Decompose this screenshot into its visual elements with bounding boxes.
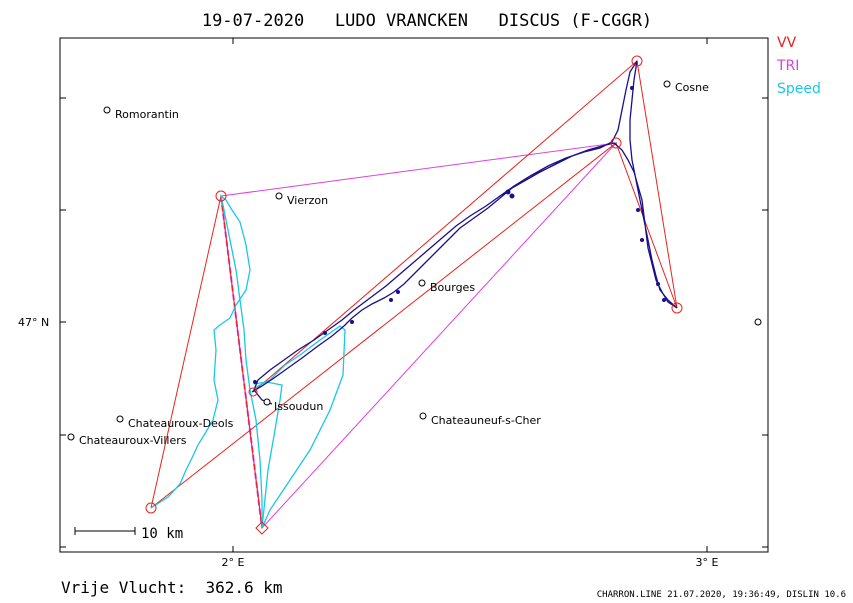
track-fixes [253, 86, 666, 384]
town-chateauneuf: Chateauneuf-s-Cher [431, 414, 541, 427]
vv-legs-east [150, 60, 678, 509]
lon-label-3e: 3° E [696, 556, 719, 569]
flight-track [251, 60, 678, 405]
legend-tri: TRI [776, 58, 799, 74]
legend-vv: VV [777, 35, 797, 51]
legend-speed: Speed [777, 81, 821, 97]
axis-ticks [60, 38, 768, 552]
map-frame [59, 37, 769, 553]
town-markers [67, 80, 762, 441]
town-marker-chateauroux-deols [116, 415, 124, 423]
town-chateauroux-villers: Chateauroux-Villers [79, 434, 187, 447]
town-marker-cosne [663, 80, 671, 88]
town-romorantin: Romorantin [115, 108, 179, 121]
turnpoint-markers [145, 55, 683, 535]
speed-track [150, 194, 346, 529]
town-marker-romorantin [103, 106, 111, 114]
map-title: 19-07-2020 LUDO VRANCKEN DISCUS (F-CGGR) [202, 11, 652, 31]
town-marker-chateauroux-villers [67, 433, 75, 441]
scale-bar-label: 10 km [141, 526, 183, 542]
town-vierzon: Vierzon [287, 194, 328, 207]
vv-leg-west [150, 195, 263, 529]
town-marker-chateauneuf [419, 412, 427, 420]
tri-task-lines [220, 142, 618, 530]
scale-bar [74, 527, 136, 535]
credit-line: CHARRON.LINE 21.07.2020, 19:36:49, DISLI… [597, 590, 846, 600]
town-issoudun: Issoudun [274, 400, 323, 413]
speed-track-loop [253, 381, 283, 529]
lon-label-2e: 2° E [222, 556, 245, 569]
town-marker-issoudun [263, 398, 271, 406]
town-cosne: Cosne [675, 81, 709, 94]
free-flight-distance: Vrije Vlucht: 362.6 km [61, 578, 283, 597]
town-bourges: Bourges [430, 281, 475, 294]
town-marker-vierzon [275, 192, 283, 200]
town-chateauroux-deols: Chateauroux-Deols [128, 417, 234, 430]
town-marker-bourges [418, 279, 426, 287]
town-marker-edge [754, 318, 762, 326]
lat-label: 47° N [18, 316, 49, 329]
